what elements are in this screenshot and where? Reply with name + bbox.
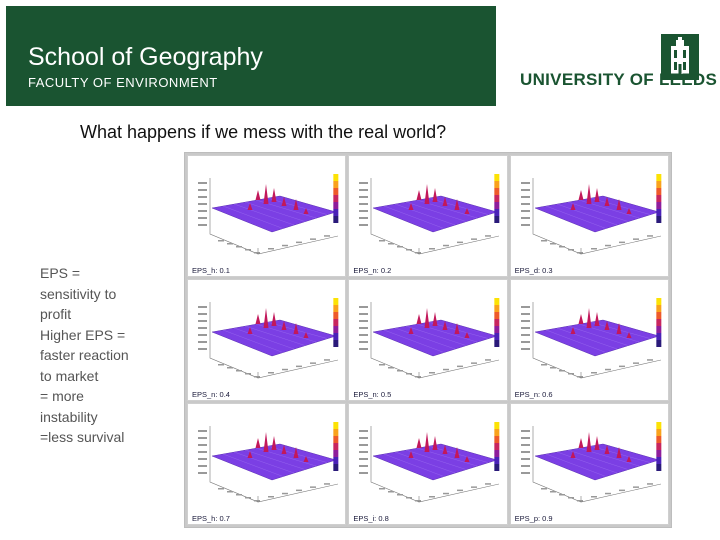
faculty-name: FACULTY OF ENVIRONMENT [28,75,218,90]
surface-plot-image [198,298,339,379]
bullet-line: profit [40,306,72,322]
surface-plot-image [359,174,500,255]
surface-plot-image [359,298,500,379]
panel-caption: EPS_n: 0.6 [514,390,553,399]
surface-plot-image [520,422,661,503]
surface-plot-panel: EPS_n: 0.6 [509,279,669,401]
bullet-line: = more [40,388,84,404]
panel-caption: EPS_n: 0.2 [353,266,392,275]
surface-plot-panel: EPS_h: 0.1 [187,155,347,277]
panel-caption: EPS_h: 0.7 [192,514,230,523]
surface-plot-panel: EPS_n: 0.2 [348,155,508,277]
surface-plot-panel: EPS_h: 0.7 [187,403,347,525]
panel-caption: EPS_d: 0.3 [514,266,553,275]
surface-plot-panel: EPS_n: 0.5 [348,279,508,401]
bullet-line: sensitivity to [40,285,117,302]
surface-plot-image [359,422,500,503]
bullet-line: faster reaction [40,347,129,363]
surface-plot-panel: EPS_d: 0.3 [509,155,669,277]
panel-caption: EPS_h: 0.1 [192,266,230,275]
panel-caption: EPS_i: 0.8 [353,514,389,523]
panel-caption: EPS_p: 0.9 [514,514,553,523]
surface-plot-image [520,174,661,255]
bullet-line: EPS = [40,265,81,281]
surface-plot-grid: EPS_h: 0.1 EPS_n: 0.2 EPS_d: 0.3 EPS_n: 0.4… [184,152,672,528]
panel-caption: EPS_n: 0.4 [192,390,230,399]
surface-plot-panel: EPS_n: 0.4 [187,279,347,401]
school-banner: School of Geography FACULTY OF ENVIRONME… [6,6,496,106]
bullet-line: to market [40,367,99,384]
university-name: UNIVERSITY OF LEEDS [520,70,718,89]
surface-plot-image [198,422,339,503]
surface-plot-panel: EPS_p: 0.9 [509,403,669,525]
header-banner: School of Geography FACULTY OF ENVIRONME… [6,6,718,106]
surface-plot-panel: EPS_i: 0.8 [348,403,508,525]
bullet-text: EPS = sensitivity to profit Higher EPS =… [40,263,180,448]
bullet-line: instability [40,408,98,425]
slide-title: What happens if we mess with the real wo… [80,122,447,142]
school-title: School of Geography [28,43,263,71]
bullet-line: =less survival [40,429,125,445]
surface-plot-image [520,298,661,379]
surface-plot-image [198,174,339,255]
university-crest-icon [661,34,699,80]
panel-caption: EPS_n: 0.5 [353,390,392,399]
bullet-line: Higher EPS = [40,326,126,343]
university-logo: UNIVERSITY OF LEEDS [496,6,718,106]
